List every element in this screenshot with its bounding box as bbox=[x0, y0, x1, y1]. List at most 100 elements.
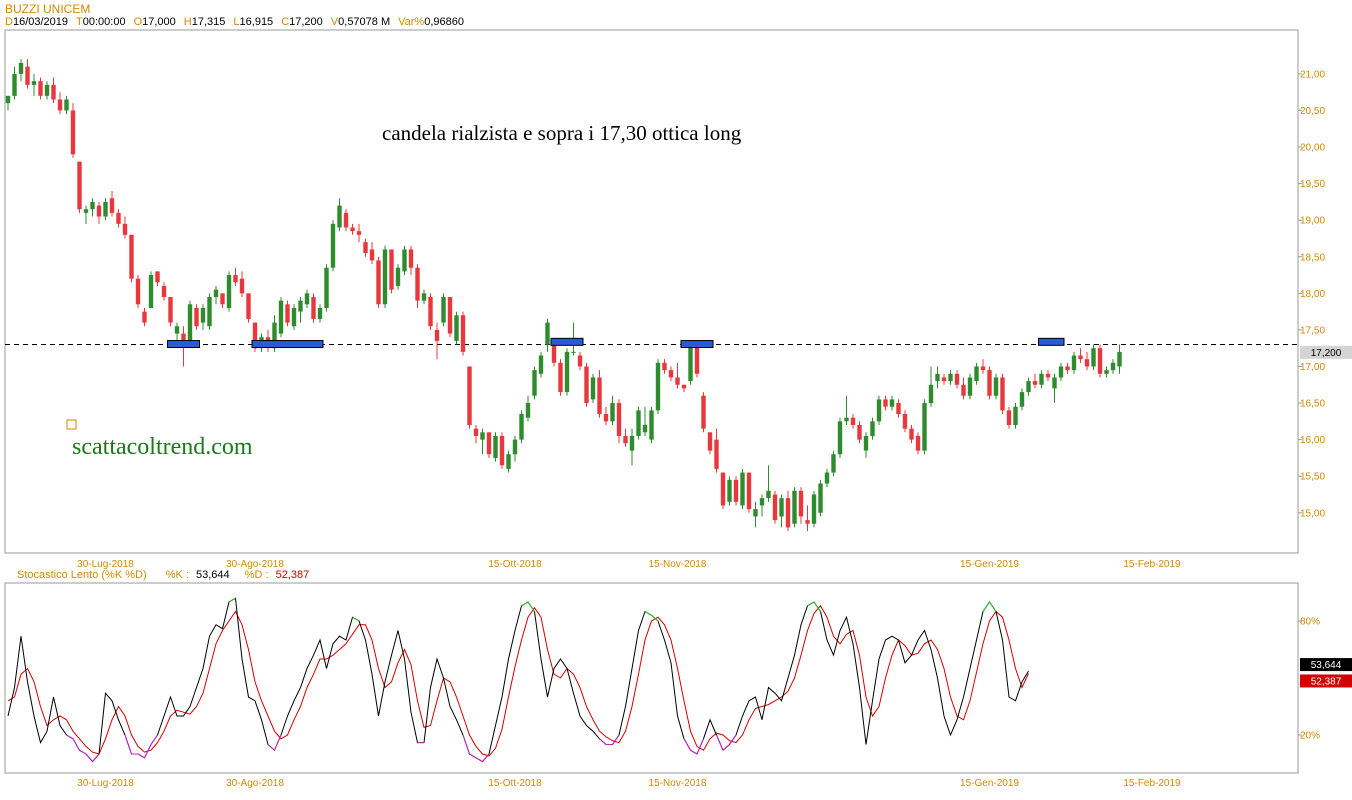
stoch-k-extreme bbox=[813, 601, 821, 612]
candle-body bbox=[1013, 406, 1018, 425]
field-key: D bbox=[5, 16, 13, 28]
candle-body bbox=[389, 249, 394, 290]
d-value: 52,387 bbox=[275, 569, 310, 581]
stoch-k-extreme bbox=[267, 744, 275, 751]
candle-body bbox=[753, 509, 758, 517]
candle-body bbox=[135, 278, 141, 305]
field-value: 17,315 bbox=[191, 16, 226, 28]
candle-body bbox=[519, 414, 524, 440]
candle-body bbox=[1000, 377, 1005, 411]
stoch-k-extreme bbox=[482, 753, 490, 762]
candle-body bbox=[181, 333, 186, 345]
stoch-k-extreme bbox=[72, 738, 80, 751]
candle-body bbox=[83, 209, 89, 213]
y-tick-label: 18,50 bbox=[1300, 252, 1325, 263]
candle-body bbox=[57, 99, 63, 111]
candle-body bbox=[707, 432, 713, 451]
candle-body bbox=[993, 377, 999, 396]
x-tick-label: 15-Nov-2018 bbox=[649, 559, 707, 570]
candle-body bbox=[616, 403, 622, 436]
candle-body bbox=[220, 293, 225, 305]
last-price-tag bbox=[1300, 345, 1352, 359]
candle-body bbox=[5, 95, 11, 104]
watermark-icon bbox=[66, 419, 77, 430]
stoch-k-extreme bbox=[92, 753, 100, 762]
candle-body bbox=[876, 399, 882, 422]
candle-body bbox=[356, 231, 362, 235]
candle-body bbox=[415, 267, 420, 301]
candle-body bbox=[805, 520, 810, 524]
candle-body bbox=[1032, 381, 1038, 385]
candle-body bbox=[1019, 392, 1025, 407]
candle-body bbox=[25, 66, 30, 85]
x-tick-label: 30-Lug-2018 bbox=[77, 559, 134, 570]
candle-body bbox=[70, 110, 76, 155]
y-tick-label: 18,00 bbox=[1300, 289, 1325, 300]
last-price-label: 17,200 bbox=[1311, 348, 1342, 359]
candle-body bbox=[967, 377, 973, 396]
candle-body bbox=[291, 307, 297, 327]
candle-body bbox=[239, 278, 245, 294]
candle-body bbox=[974, 366, 979, 382]
k-value: 53,644 bbox=[195, 569, 230, 581]
candle-body bbox=[1084, 359, 1090, 367]
candle-body bbox=[499, 435, 505, 466]
candle-body bbox=[408, 249, 414, 268]
candle-body bbox=[512, 439, 518, 455]
candle-body bbox=[64, 99, 69, 111]
candle-body bbox=[863, 435, 869, 451]
candle-body bbox=[129, 234, 134, 279]
field-value: 17,000 bbox=[142, 16, 176, 28]
candle-body bbox=[759, 498, 765, 506]
stoch-k-extreme bbox=[644, 611, 652, 616]
field-key: C bbox=[281, 16, 290, 28]
stoch-k-extreme bbox=[651, 614, 659, 622]
candle-body bbox=[350, 227, 355, 232]
x-tick-label: 30-Lug-2018 bbox=[77, 778, 134, 789]
candle-body bbox=[194, 307, 199, 327]
x-tick-label: 15-Feb-2019 bbox=[1123, 778, 1181, 789]
candle-body bbox=[213, 289, 219, 297]
support-box bbox=[167, 340, 200, 349]
candle-body bbox=[51, 84, 56, 100]
candle-body bbox=[116, 212, 121, 224]
y-tick-label: 17,00 bbox=[1300, 362, 1325, 373]
candle-body bbox=[720, 472, 726, 506]
candle-body bbox=[1110, 362, 1116, 371]
y-tick-label: 21,00 bbox=[1300, 69, 1325, 80]
candle-body bbox=[447, 296, 453, 334]
candle-body bbox=[831, 454, 836, 473]
field-value: 00:00:00 bbox=[82, 16, 126, 28]
candle-body bbox=[766, 490, 771, 499]
candle-body bbox=[928, 384, 934, 404]
candle-body bbox=[954, 373, 960, 385]
candle-body bbox=[902, 414, 908, 429]
candle-body bbox=[311, 296, 316, 319]
candle-body bbox=[317, 307, 323, 319]
stoch-k-extreme bbox=[521, 601, 529, 607]
field-key: O bbox=[133, 16, 143, 28]
candle-body bbox=[187, 304, 193, 345]
stoch-k-extreme bbox=[729, 734, 737, 745]
candle-body bbox=[1039, 373, 1044, 385]
candle-body bbox=[811, 494, 817, 524]
candle-body bbox=[226, 275, 232, 308]
d-value-tag bbox=[1300, 674, 1352, 688]
stoch-k-extreme bbox=[274, 734, 282, 751]
field-value: 16/03/2019 bbox=[12, 16, 69, 28]
candle-body bbox=[590, 377, 596, 400]
candle-body bbox=[486, 432, 492, 455]
y-tick-label: 17,50 bbox=[1300, 325, 1325, 336]
stoch-tick-label: 20% bbox=[1300, 731, 1320, 742]
x-tick-label: 30-Ago-2018 bbox=[226, 559, 284, 570]
stoch-k-extreme bbox=[989, 601, 997, 612]
candle-body bbox=[1104, 370, 1109, 374]
field-key: T bbox=[76, 16, 83, 28]
candle-body bbox=[824, 472, 830, 484]
oscillator-title: Stocastico Lento (%K %D) bbox=[17, 569, 147, 581]
x-tick-label: 30-Ago-2018 bbox=[226, 778, 284, 789]
candle-body bbox=[896, 403, 901, 415]
instrument-title: BUZZI UNICEM bbox=[5, 2, 91, 16]
stoch-k-extreme bbox=[124, 734, 132, 755]
